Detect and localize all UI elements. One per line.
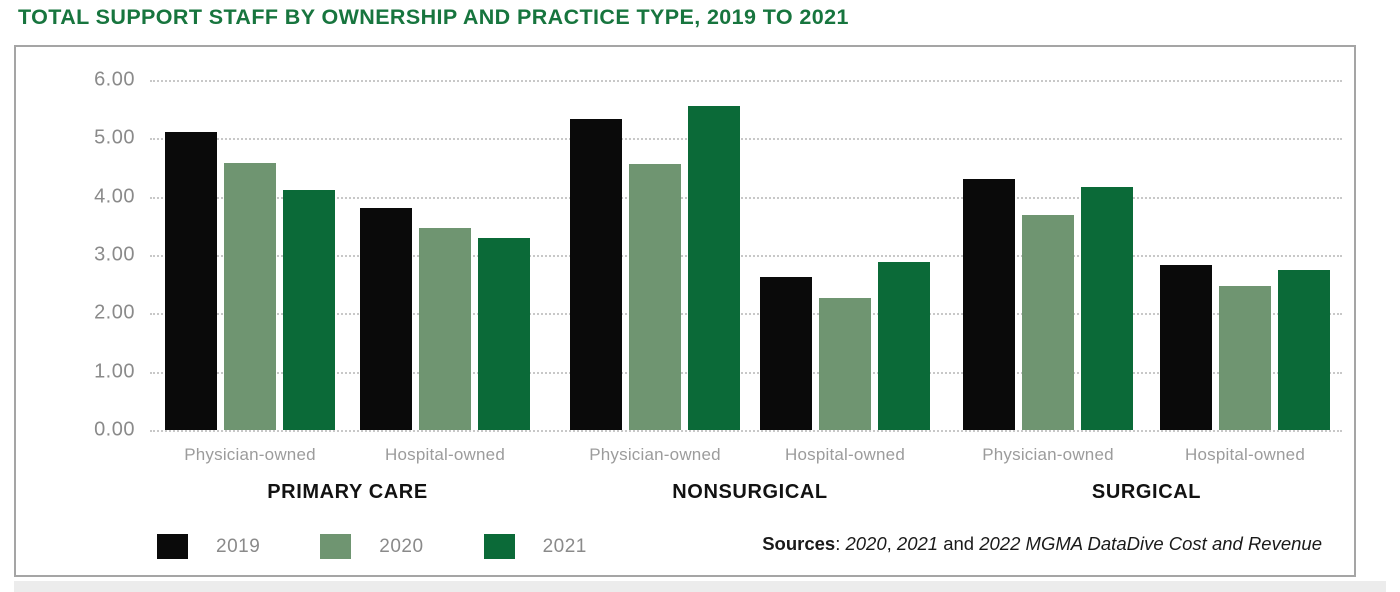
sources-segment: 2020 [845,533,887,554]
group-label: Physician-owned [184,445,316,464]
bar-group-physician-owned [963,80,1133,430]
bar-2020 [419,228,471,430]
legend-item-2019: 2019 [157,534,260,559]
bar-group-hospital-owned [360,80,530,430]
group-label: Physician-owned [982,445,1114,464]
legend-swatch [157,534,188,559]
bar-2020 [629,164,681,430]
gridline [150,429,1342,432]
legend-item-2020: 2020 [320,534,423,559]
bar-2019 [760,277,812,430]
gridline [150,80,1342,82]
bar-2020 [1022,215,1074,430]
bar-2019 [570,119,622,430]
legend-item-2021: 2021 [483,534,587,559]
sources-segment: , [886,533,897,554]
sources-segment: : [835,533,846,554]
sources-segment: and [938,533,980,554]
chart-title: TOTAL SUPPORT STAFF BY OWNERSHIP AND PRA… [18,5,849,29]
bar-group-physician-owned [570,80,740,430]
gridline [150,254,1342,257]
y-tick-label: 1.00 [94,360,135,382]
chart-panel: 6.00 5.00 4.00 3.00 2.00 1.00 0.00 Physician-o… [14,45,1356,577]
bar-2021 [1278,270,1330,430]
group-label: Hospital-owned [385,445,505,464]
bar-2020 [819,298,871,430]
y-tick-label: 6.00 [94,68,135,91]
group-label: Hospital-owned [785,445,905,464]
sources-segment: 2022 MGMA DataDive Cost and Revenue [979,533,1322,554]
legend-label: 2019 [216,535,261,557]
bar-2021 [878,262,930,430]
bar-2021 [688,106,740,430]
legend-label: 2020 [379,535,424,557]
section-label: SURGICAL [1091,481,1202,503]
group-label: Physician-owned [589,445,721,464]
gridline [150,196,1342,199]
y-tick-label: 4.00 [94,185,135,208]
bar-2020 [224,163,276,430]
legend-swatch [483,534,515,559]
group-label: Hospital-owned [1185,445,1305,464]
bar-2019 [360,208,412,430]
legend-swatch [320,534,352,559]
bar-2020 [1219,286,1271,430]
y-tick-label: 5.00 [94,126,135,149]
bar-2019 [165,132,217,430]
bar-2019 [963,179,1015,430]
y-tick-label: 2.00 [94,301,135,324]
gridline [150,371,1342,374]
bar-2019 [1160,265,1212,430]
section-label: PRIMARY CARE [267,481,428,503]
sources-note: Sources: 2020, 2021 and 2022 MGMA DataDi… [762,533,1322,555]
bar-2021 [283,190,335,430]
y-tick-label: 3.00 [94,243,135,266]
sources-segment: 2021 [896,533,939,554]
gridline [150,313,1342,316]
bottom-strip [14,581,1386,592]
bar-2021 [478,238,530,430]
section-label: NONSURGICAL [672,481,828,503]
gridline [150,138,1342,141]
bar-group-physician-owned [165,80,335,430]
bar-group-hospital-owned [760,80,930,430]
sources-segment: Sources [762,533,836,554]
bar-2021 [1081,187,1133,430]
legend: 2019 2020 2021 [157,534,647,559]
bar-group-hospital-owned [1160,80,1330,430]
y-tick-label: 0.00 [94,418,135,441]
legend-label: 2021 [542,535,587,557]
